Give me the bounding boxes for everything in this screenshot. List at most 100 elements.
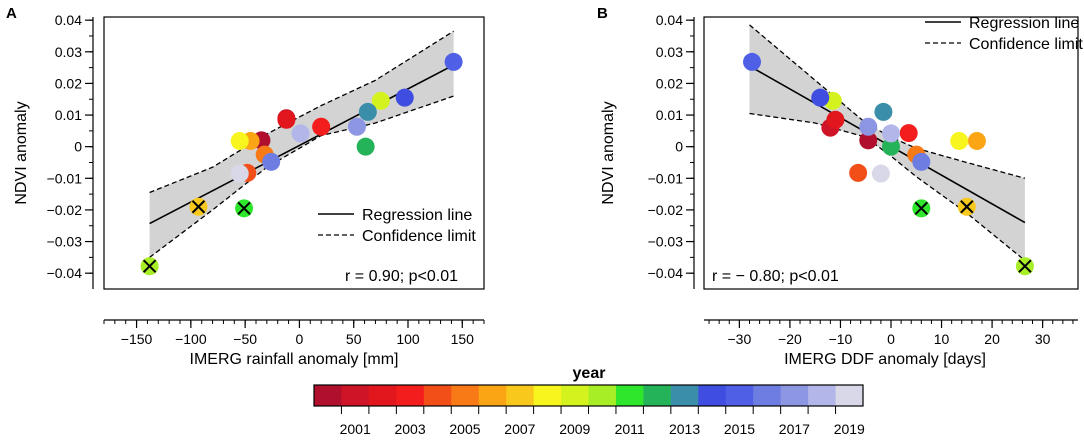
stat-text-a: r = 0.90; p<0.01 [345, 268, 458, 285]
data-point-2003 [899, 124, 918, 143]
y-tick-label: 0.02 [55, 75, 82, 91]
x-tick-label: −150 [121, 331, 153, 347]
legend-label: Confidence limit [362, 228, 476, 245]
x-tick-label: 0 [296, 331, 304, 347]
y-tick-label: 0.04 [55, 12, 82, 28]
x-tick-label: −100 [175, 331, 207, 347]
panel-a: A NDVI anomaly IMERG rainfall anomaly [m… [6, 5, 485, 368]
data-point-2016 [262, 152, 281, 171]
x-tick-label: 50 [346, 331, 362, 347]
data-point-2008 [950, 131, 969, 150]
legend-label: Regression line [362, 207, 472, 224]
y-tick-label: −0.03 [648, 234, 684, 250]
point-marker [874, 102, 893, 121]
point-marker [347, 117, 366, 136]
point-marker [395, 88, 414, 107]
data-point-2017 [859, 117, 878, 136]
colorbar-label: 2019 [834, 421, 865, 437]
data-point-2013 [358, 102, 377, 121]
data-point-2013 [874, 102, 893, 121]
point-marker [371, 91, 390, 110]
colorbar-segment-2001 [341, 385, 370, 406]
colorbar-segment-2005 [451, 385, 480, 406]
colorbar-label: 2015 [724, 421, 755, 437]
colorbar-segment-2011 [615, 385, 644, 406]
colorbar-segment-2015 [725, 385, 754, 406]
data-point-2003 [312, 117, 331, 136]
cross-mark [1018, 259, 1032, 273]
cross-mark [914, 201, 929, 216]
colorbar-segment-2012 [643, 385, 672, 406]
point-marker [859, 131, 878, 150]
legend-label: Regression line [969, 15, 1079, 32]
plot-frame [703, 16, 1079, 290]
colorbar-segment-2008 [533, 385, 562, 406]
colorbar-segment-2009 [561, 385, 589, 406]
point-marker [277, 110, 296, 129]
legend: Regression line Confidence limit [318, 207, 476, 245]
x-tick-label: −10 [829, 331, 853, 347]
point-marker [743, 52, 762, 71]
y-tick-label: −0.04 [648, 265, 684, 281]
data-point-2012 [356, 137, 375, 156]
data-point-2016 [912, 152, 931, 171]
data-point-2002 [277, 110, 296, 129]
data-point-2010 [140, 257, 159, 276]
colorbar-segment-2014 [698, 385, 727, 406]
point-marker [950, 131, 969, 150]
colorbar-label: 2009 [559, 421, 590, 437]
x-tick-label: 20 [984, 331, 1000, 347]
colorbar-segment-2018 [808, 385, 837, 406]
legend: Regression line Confidence limit [925, 15, 1083, 53]
point-marker [356, 137, 375, 156]
confidence-limit-lower [749, 112, 1026, 262]
point-marker [849, 163, 868, 182]
panel-b: B NDVI anomaly IMERG DDF anomaly [days] … [597, 5, 1083, 368]
cross-mark [960, 200, 974, 214]
point-marker [291, 124, 310, 143]
y-tick-label: −0.02 [648, 202, 684, 218]
data-point-2000 [859, 131, 878, 150]
data-point-2017 [347, 117, 366, 136]
colorbar-label: 2003 [394, 421, 425, 437]
y-tick-label: −0.02 [47, 202, 83, 218]
point-marker [444, 52, 463, 71]
data-point-2004 [849, 163, 868, 182]
point-marker [312, 117, 331, 136]
data-point-2008 [230, 131, 249, 150]
panel-letter-a: A [6, 5, 17, 22]
stat-text-b: r = − 0.80; p<0.01 [712, 268, 839, 285]
point-marker [358, 102, 377, 121]
data-point-2015 [743, 52, 762, 71]
data-point-2002 [826, 110, 845, 129]
data-point-2019 [230, 164, 249, 183]
point-marker [967, 131, 986, 150]
data-point-2007 [189, 197, 208, 216]
colorbar-segment-2003 [396, 385, 425, 406]
point-marker [912, 152, 931, 171]
point-marker [262, 152, 281, 171]
confidence-limit-lower [149, 95, 454, 258]
cross-mark [237, 201, 251, 216]
point-marker [871, 164, 890, 183]
data-point-2010 [1015, 257, 1034, 276]
x-tick-label: −20 [778, 331, 802, 347]
colorbar-segment-2017 [780, 385, 809, 406]
data-point-2009 [371, 91, 390, 110]
plot-frame [103, 16, 485, 290]
data-point-2014 [811, 88, 830, 107]
cross-mark [142, 259, 157, 273]
data-point-2012 [882, 137, 900, 156]
colorbar-label: 2001 [340, 421, 371, 437]
cross-mark [191, 200, 206, 214]
y-tick-label: 0 [74, 139, 82, 155]
colorbar-segment-2004 [423, 385, 452, 406]
panel-letter-b: B [597, 5, 608, 22]
point-marker [826, 110, 845, 129]
colorbar-label: 2005 [449, 421, 480, 437]
colorbar-segment-2013 [670, 385, 699, 406]
data-point-2011 [912, 199, 931, 218]
colorbar-segment-2002 [368, 385, 397, 406]
year-colorbar: year 2001 2003 2005 2007 2009 2011 2013 2015 201… [313, 365, 865, 437]
